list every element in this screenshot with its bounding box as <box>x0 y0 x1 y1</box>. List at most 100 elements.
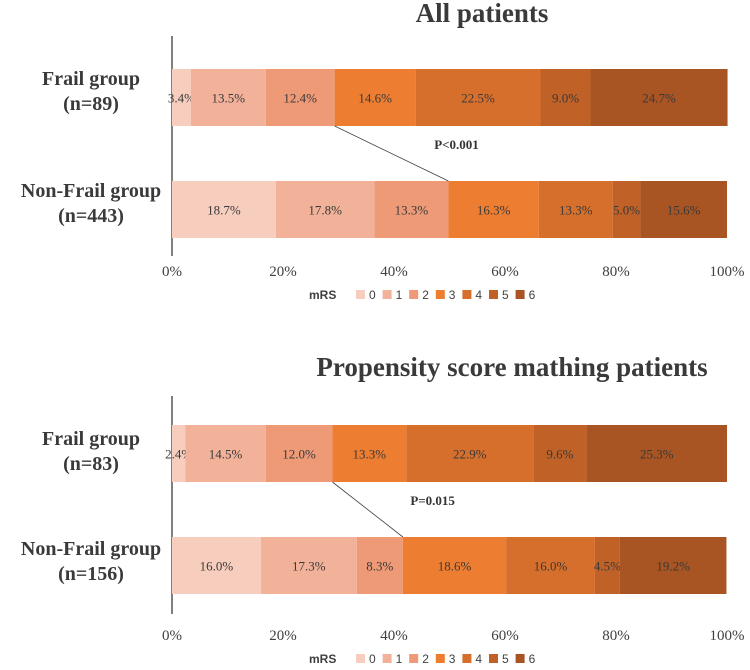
legend-label-mrs-0: 0 <box>369 288 376 302</box>
panel-all-patients: All patients Frail group (n=89) Non-Frai… <box>21 0 745 302</box>
legend-swatch-mrs-3 <box>435 654 445 663</box>
bar-segment-mrs-1 <box>260 537 357 594</box>
legend-label-mrs-6: 6 <box>529 652 536 666</box>
data-label-mrs-4: 22.5% <box>461 91 495 106</box>
legend-swatch-mrs-4 <box>462 654 472 663</box>
legend-swatch-mrs-6 <box>515 654 525 663</box>
x-tick-label: 60% <box>491 628 519 644</box>
data-label-mrs-5: 5.0% <box>613 203 640 218</box>
x-tick-label: 0% <box>162 264 182 280</box>
data-label-mrs-1: 14.5% <box>209 447 243 462</box>
panel-psm-patients: Propensity score mathing patients Frail … <box>21 352 745 666</box>
data-label-mrs-5: 4.5% <box>594 559 621 574</box>
legend-psm-patients: mRS 0 1 2 3 4 5 6 <box>309 652 536 666</box>
legend-swatch-mrs-4 <box>462 290 472 299</box>
bar-segment-mrs-0 <box>172 69 191 126</box>
data-label-mrs-4: 16.0% <box>534 559 568 574</box>
data-label-mrs-6: 24.7% <box>642 91 676 106</box>
legend-label-mrs-4: 4 <box>475 288 482 302</box>
category-label-nonfrail-line1: Non-Frail group <box>21 538 161 560</box>
data-label-mrs-3: 14.6% <box>358 91 392 106</box>
legend-title: mRS <box>309 288 336 302</box>
data-label-mrs-6: 25.3% <box>640 447 674 462</box>
data-label-mrs-6: 19.2% <box>656 559 690 574</box>
legend-all-patients: mRS 0 1 2 3 4 5 6 <box>309 288 536 302</box>
category-label-nonfrail: Non-Frail group (n=156) <box>21 538 161 585</box>
chart-title-all-patients: All patients <box>416 0 549 28</box>
legend-swatch-mrs-5 <box>489 654 498 663</box>
bar-segment-mrs-3 <box>332 425 407 482</box>
x-axis-ticks-all-patients: 0% 20% 40% 60% 80% 100% <box>162 264 745 280</box>
bar-segment-mrs-1 <box>190 69 266 126</box>
bar-segment-mrs-4 <box>506 537 595 594</box>
data-label-mrs-0: 16.0% <box>200 559 234 574</box>
p-value-connector <box>332 481 404 538</box>
legend-label-mrs-5: 5 <box>502 652 509 666</box>
x-tick-label: 20% <box>269 264 297 280</box>
p-value-connector <box>334 125 449 182</box>
category-label-frail-line1: Frail group <box>42 68 140 90</box>
p-value-label: P<0.001 <box>434 137 479 152</box>
bar-segment-mrs-1 <box>185 425 266 482</box>
bar-segment-mrs-5 <box>594 537 620 594</box>
bar-segment-mrs-0 <box>172 181 276 238</box>
data-label-mrs-3: 13.3% <box>353 447 387 462</box>
legend-label-mrs-2: 2 <box>422 288 429 302</box>
data-label-mrs-0: 18.7% <box>207 203 241 218</box>
bar-segment-mrs-2 <box>374 181 449 238</box>
legend-label-mrs-1: 1 <box>396 288 403 302</box>
legend-swatch-mrs-2 <box>409 654 419 663</box>
legend-swatch-mrs-1 <box>382 654 392 663</box>
legend-label-mrs-2: 2 <box>422 652 429 666</box>
bar-segments-psm-patients: 2.4% 14.5% 12.0% 13.3% 22.9% 9.6% 25.3%16.0% 17… <box>165 425 727 594</box>
data-label-mrs-1: 17.8% <box>308 203 342 218</box>
bar-segment-mrs-5 <box>540 69 591 126</box>
data-label-mrs-5: 9.6% <box>546 447 573 462</box>
data-label-mrs-4: 13.3% <box>559 203 593 218</box>
bar-segment-mrs-4 <box>406 425 534 482</box>
x-tick-label: 40% <box>380 628 408 644</box>
data-label-mrs-1: 17.3% <box>292 559 326 574</box>
category-label-frail: Frail group (n=89) <box>42 68 140 115</box>
data-label-mrs-1: 13.5% <box>212 91 246 106</box>
category-label-frail: Frail group (n=83) <box>42 428 140 475</box>
bar-segment-mrs-2 <box>265 425 333 482</box>
bar-segments-all-patients: 3.4% 13.5% 12.4% 14.6% 22.5% 9.0% 24.7% 18.7% 17… <box>168 69 728 238</box>
legend-label-mrs-5: 5 <box>502 288 509 302</box>
x-tick-label: 100% <box>710 628 745 644</box>
bar-segment-mrs-4 <box>538 181 613 238</box>
bar-segment-mrs-3 <box>334 69 416 126</box>
bar-segment-mrs-5 <box>533 425 587 482</box>
bar-segment-mrs-6 <box>640 181 727 238</box>
data-label-mrs-4: 22.9% <box>453 447 487 462</box>
x-tick-label: 20% <box>269 628 297 644</box>
legend-label-mrs-3: 3 <box>449 652 456 666</box>
category-label-nonfrail-line2: (n=156) <box>58 563 124 585</box>
legend-swatch-mrs-2 <box>409 290 419 299</box>
bar-segment-mrs-4 <box>415 69 541 126</box>
data-label-mrs-3: 16.3% <box>477 203 511 218</box>
data-label-mrs-2: 8.3% <box>366 559 393 574</box>
chart-title-psm-patients: Propensity score mathing patients <box>316 352 707 382</box>
legend-label-mrs-1: 1 <box>396 652 403 666</box>
legend-label-mrs-6: 6 <box>529 288 536 302</box>
bar-segment-mrs-5 <box>612 181 641 238</box>
category-label-frail-line2: (n=83) <box>63 453 119 475</box>
bar-segment-mrs-6 <box>590 69 728 126</box>
category-label-nonfrail-line1: Non-Frail group <box>21 180 161 202</box>
bar-segment-mrs-6 <box>586 425 727 482</box>
bar-segment-mrs-3 <box>448 181 539 238</box>
x-tick-label: 40% <box>380 264 408 280</box>
x-axis-ticks-psm-patients: 0% 20% 40% 60% 80% 100% <box>162 628 745 644</box>
x-tick-label: 80% <box>602 264 630 280</box>
bar-segment-mrs-1 <box>275 181 375 238</box>
legend-swatch-mrs-0 <box>356 654 365 663</box>
data-label-mrs-3: 18.6% <box>438 559 472 574</box>
bar-segment-mrs-0 <box>172 425 186 482</box>
bar-segment-mrs-0 <box>172 537 261 594</box>
data-label-mrs-6: 15.6% <box>667 203 701 218</box>
bar-segment-mrs-6 <box>619 537 727 594</box>
data-label-mrs-2: 13.3% <box>395 203 429 218</box>
category-label-frail-line2: (n=89) <box>63 93 119 115</box>
